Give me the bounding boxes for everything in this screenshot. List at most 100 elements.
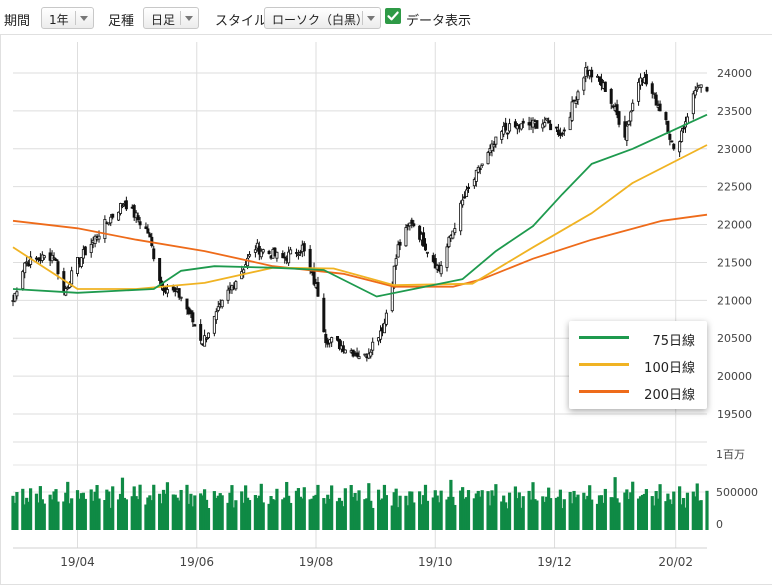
volume-bar [50, 499, 54, 530]
candle-body [343, 349, 347, 354]
volume-bar [289, 502, 293, 530]
volume-bar [599, 495, 604, 530]
price-tick-label: 22000 [717, 219, 752, 232]
volume-bar [335, 501, 340, 530]
volume-bar [13, 502, 17, 530]
volume-bar [66, 481, 70, 530]
chevron-down-icon [80, 16, 88, 21]
volume-bar [56, 501, 60, 530]
volume-bar [23, 504, 27, 530]
volume-bar [312, 495, 316, 530]
volume-bar [421, 495, 426, 530]
volume-bar [15, 492, 19, 530]
candle-body [543, 122, 547, 127]
volume-bar [595, 503, 600, 530]
volume-bar [302, 487, 306, 530]
volume-bar [81, 492, 85, 530]
volume-bar [363, 499, 367, 530]
volume-bar [615, 498, 619, 530]
volume-bar [339, 500, 344, 530]
volume-bar [445, 499, 449, 530]
candle-body [439, 265, 443, 275]
period-select[interactable]: 1年 [41, 7, 94, 29]
volume-bar [212, 491, 216, 530]
volume-bar [253, 495, 258, 530]
candle-body [682, 127, 686, 130]
legend-item-ma100: 100日線 [569, 354, 707, 376]
candle-body [554, 126, 558, 129]
candle-type-select[interactable]: 日足 [143, 7, 199, 29]
candle-body [691, 93, 695, 115]
volume-bar [330, 485, 334, 530]
volume-bar [257, 495, 261, 530]
chevron-down-icon [367, 16, 375, 21]
volume-bar [691, 491, 695, 530]
volume-bar [159, 503, 164, 530]
candle-body [459, 202, 463, 232]
candle-body [637, 81, 641, 102]
candle-body [615, 104, 619, 116]
volume-bar [204, 499, 209, 530]
ma200-line [12, 213, 708, 288]
volume-bar [451, 496, 455, 530]
candle-body [508, 123, 512, 132]
candle-body [66, 287, 70, 290]
candle-body [296, 254, 300, 257]
volume-bar [165, 482, 170, 530]
volume-bar [435, 495, 439, 530]
candle-body [451, 230, 455, 239]
candle-body [336, 336, 340, 341]
x-tick-label: 19/06 [179, 555, 214, 569]
candle-body [478, 168, 482, 170]
volume-bar [656, 498, 660, 530]
candle-body [246, 257, 250, 267]
candle-body [398, 241, 402, 246]
volume-bar [138, 484, 142, 530]
candle-body [644, 74, 648, 85]
volume-bar [365, 498, 369, 530]
candle-body [480, 163, 484, 166]
volume-bar [201, 495, 205, 530]
candle-body [355, 352, 359, 357]
volume-bar [316, 484, 320, 530]
candle-body [25, 261, 29, 264]
candle-body [603, 81, 607, 92]
volume-bar [517, 492, 521, 530]
volume-bar [179, 489, 183, 530]
volume-bar [590, 499, 594, 530]
volume-bar [337, 497, 342, 530]
volume-bar [38, 486, 42, 530]
candle-body [103, 219, 107, 240]
style-select[interactable]: ローソク（白黒） [264, 7, 381, 29]
data-display-checkbox[interactable] [385, 8, 401, 24]
style-select-value: ローソク（白黒） [272, 13, 369, 27]
volume-bar [654, 491, 658, 530]
volume-bar [644, 489, 648, 530]
volume-bar [478, 496, 482, 530]
volume-bar [396, 507, 400, 530]
volume-bar [77, 498, 82, 530]
volume-bar [95, 485, 99, 530]
candle-body [547, 120, 551, 124]
candle-body [447, 236, 451, 247]
volume-bar [670, 504, 674, 530]
volume-bar [218, 493, 222, 530]
candle-body [119, 203, 123, 214]
volume-bar [541, 496, 545, 530]
candle-body [371, 341, 375, 351]
style-label: スタイル [215, 14, 268, 29]
candle-body [574, 100, 578, 104]
candle-body [144, 226, 148, 229]
candle-body [631, 102, 635, 111]
price-tick-label: 23500 [717, 105, 752, 118]
volume-bar [152, 484, 156, 530]
legend-label: 200日線 [644, 388, 695, 403]
candle-body [337, 339, 341, 350]
volume-bar [584, 499, 588, 530]
candle-body [699, 84, 703, 88]
volume-bar [93, 491, 97, 530]
volume-bar [476, 490, 480, 530]
candle-body [466, 186, 470, 189]
volume-bar [513, 486, 518, 530]
